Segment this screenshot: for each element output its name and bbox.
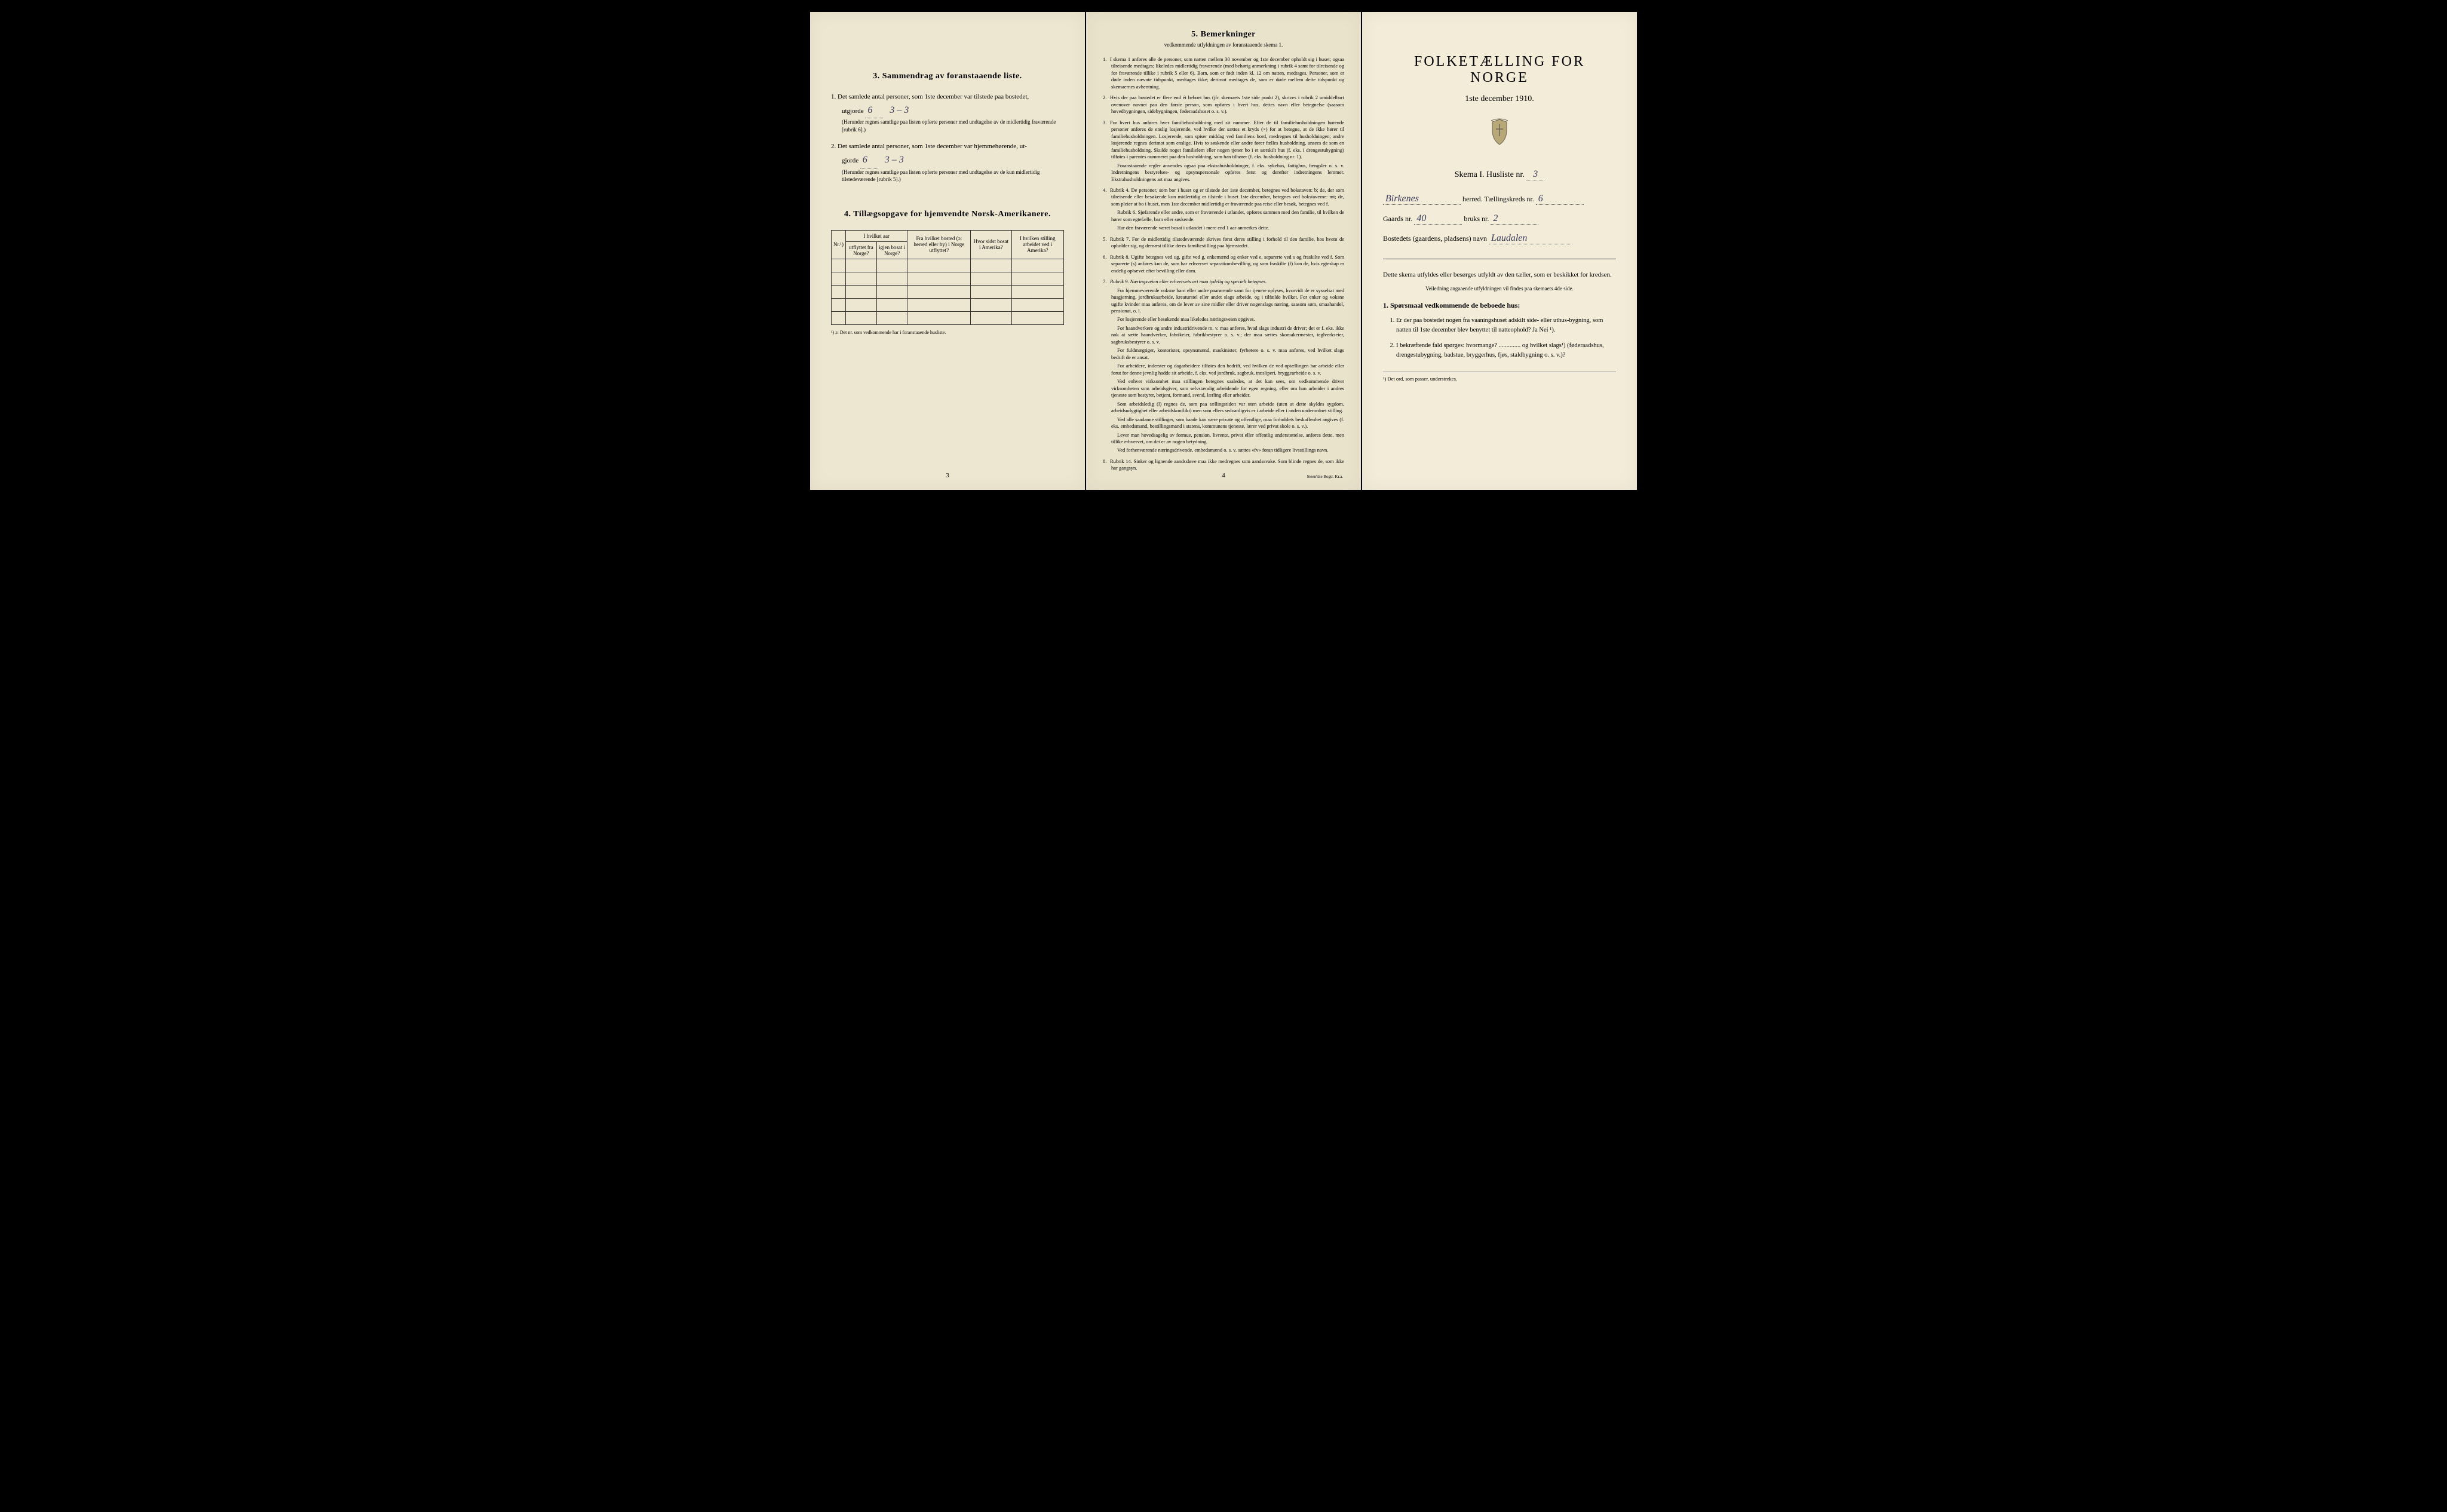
- question-2: I bekræftende fald spørges: hvormange? .…: [1396, 341, 1616, 361]
- document-spread: 3. Sammendrag av foranstaaende liste. 1.…: [810, 12, 1637, 490]
- page-4: 5. Bemerkninger vedkommende utfyldningen…: [1086, 12, 1361, 490]
- section-5-subtitle: vedkommende utfyldningen av foranstaaend…: [1103, 42, 1344, 48]
- question-1: Er der paa bostedet nogen fra vaaningshu…: [1396, 316, 1616, 336]
- section-5-title: 5. Bemerkninger: [1103, 30, 1344, 39]
- instruction-text: Dette skema utfyldes eller besørges utfy…: [1383, 270, 1616, 281]
- census-title: FOLKETÆLLING FOR NORGE: [1383, 54, 1616, 86]
- page-cover: FOLKETÆLLING FOR NORGE 1ste december 191…: [1362, 12, 1637, 490]
- table-footnote: ¹) ɔ: Det nr. som vedkommende har i fora…: [831, 330, 1064, 335]
- guidance-note: Veiledning angaaende utfyldningen vil fi…: [1383, 286, 1616, 292]
- bosted-line: Bostedets (gaardens, pladsens) navn Laud…: [1383, 233, 1616, 244]
- herred-value: Birkenes: [1383, 194, 1461, 205]
- husliste-nr: 3: [1526, 169, 1544, 180]
- gaards-nr: 40: [1414, 213, 1462, 225]
- bruks-nr: 2: [1491, 213, 1538, 225]
- gaards-line: Gaards nr. 40 bruks nr. 2: [1383, 213, 1616, 225]
- printer-imprint: Steen'ske Bogtr. Kr.a.: [1307, 474, 1343, 479]
- q1-breakdown: 3 – 3: [890, 105, 909, 115]
- page-number-3: 3: [810, 472, 1085, 479]
- summary-q1: 1. Det samlede antal personer, som 1ste …: [831, 92, 1064, 133]
- remarks-list: 1.I skema 1 anføres alle de personer, so…: [1103, 56, 1344, 472]
- summary-q2: 2. Det samlede antal personer, som 1ste …: [831, 142, 1064, 183]
- section-3-title: 3. Sammendrag av foranstaaende liste.: [831, 72, 1064, 81]
- q1-count: 6: [865, 103, 883, 119]
- section-4-title: 4. Tillægsopgave for hjemvendte Norsk-Am…: [831, 210, 1064, 219]
- coat-of-arms-icon: [1383, 118, 1616, 151]
- house-questions: Er der paa bostedet nogen fra vaaningshu…: [1383, 316, 1616, 361]
- q2-breakdown: 3 – 3: [885, 155, 904, 165]
- underline-note: ¹) Det ord, som passer, understrekes.: [1383, 372, 1616, 382]
- census-date: 1ste december 1910.: [1383, 94, 1616, 104]
- schema-line: Skema I. Husliste nr. 3: [1383, 169, 1616, 180]
- herred-line: Birkenes herred. Tællingskreds nr. 6: [1383, 194, 1616, 205]
- q2-count: 6: [860, 152, 878, 168]
- questions-title: 1. Spørsmaal vedkommende de beboede hus:: [1383, 301, 1616, 310]
- bosted-value: Laudalen: [1489, 233, 1572, 244]
- page-3: 3. Sammendrag av foranstaaende liste. 1.…: [810, 12, 1085, 490]
- americans-table: Nr.¹) I hvilket aar Fra hvilket bosted (…: [831, 230, 1064, 325]
- kreds-nr: 6: [1536, 194, 1584, 205]
